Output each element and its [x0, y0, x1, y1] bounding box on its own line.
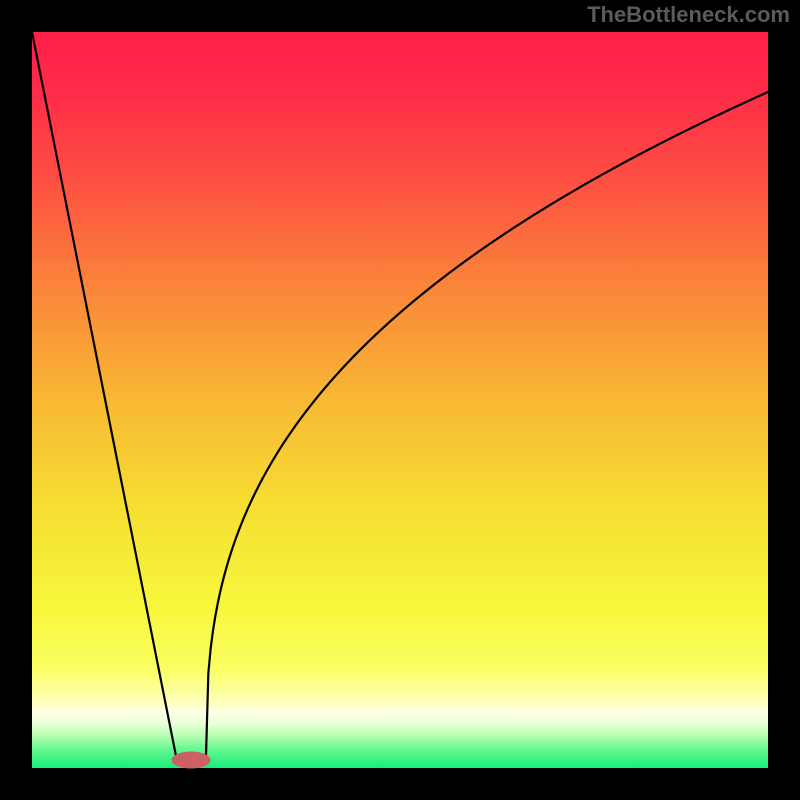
bottleneck-chart: [0, 0, 800, 800]
gradient-background: [32, 32, 768, 768]
optimal-marker: [172, 752, 210, 768]
chart-container: TheBottleneck.com: [0, 0, 800, 800]
attribution-text: TheBottleneck.com: [587, 2, 790, 28]
